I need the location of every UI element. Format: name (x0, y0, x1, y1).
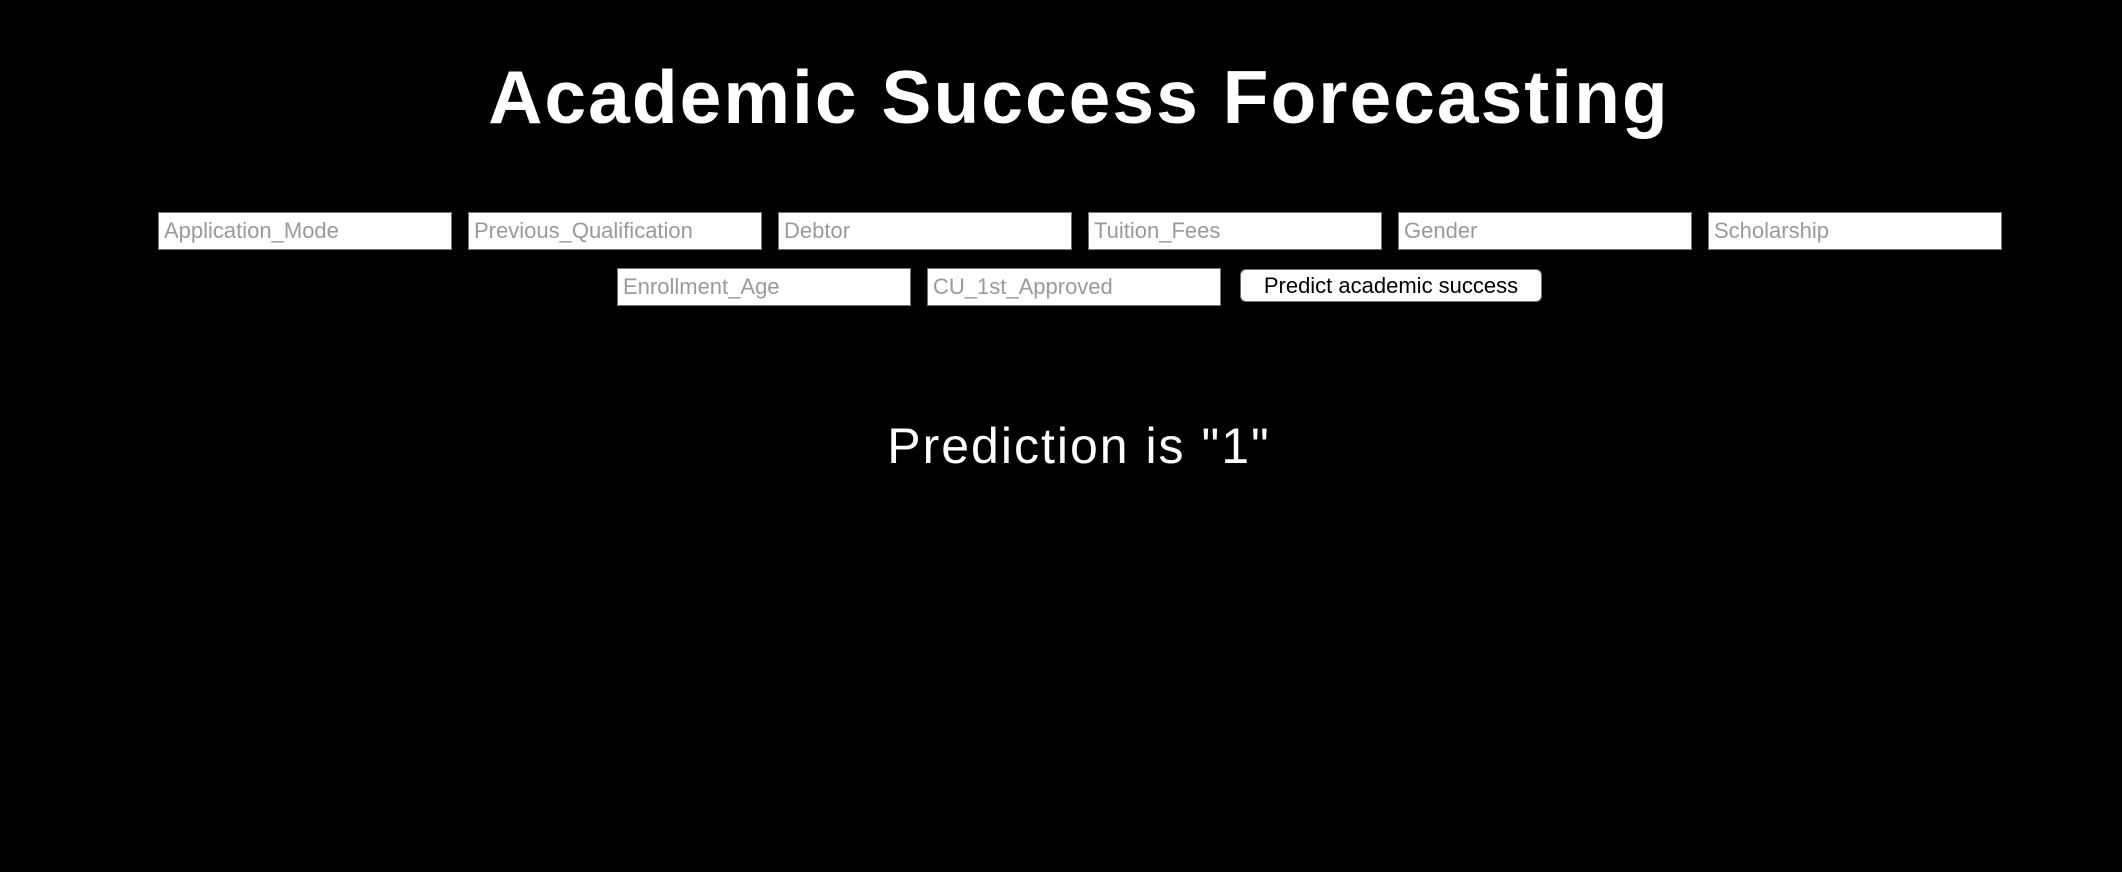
page-title: Academic Success Forecasting (488, 55, 1670, 139)
predict-button[interactable]: Predict academic success (1240, 269, 1542, 302)
application-mode-input[interactable] (158, 212, 452, 250)
enrollment-age-input[interactable] (617, 268, 911, 306)
cu-1st-approved-input[interactable] (927, 268, 1221, 306)
prediction-result: Prediction is "1" (887, 418, 1271, 474)
scholarship-input[interactable] (1708, 212, 2002, 250)
prediction-form: Predict academic success (0, 0, 2122, 320)
previous-qualification-input[interactable] (468, 212, 762, 250)
tuition-fees-input[interactable] (1088, 212, 1382, 250)
gender-input[interactable] (1398, 212, 1692, 250)
debtor-input[interactable] (778, 212, 1072, 250)
